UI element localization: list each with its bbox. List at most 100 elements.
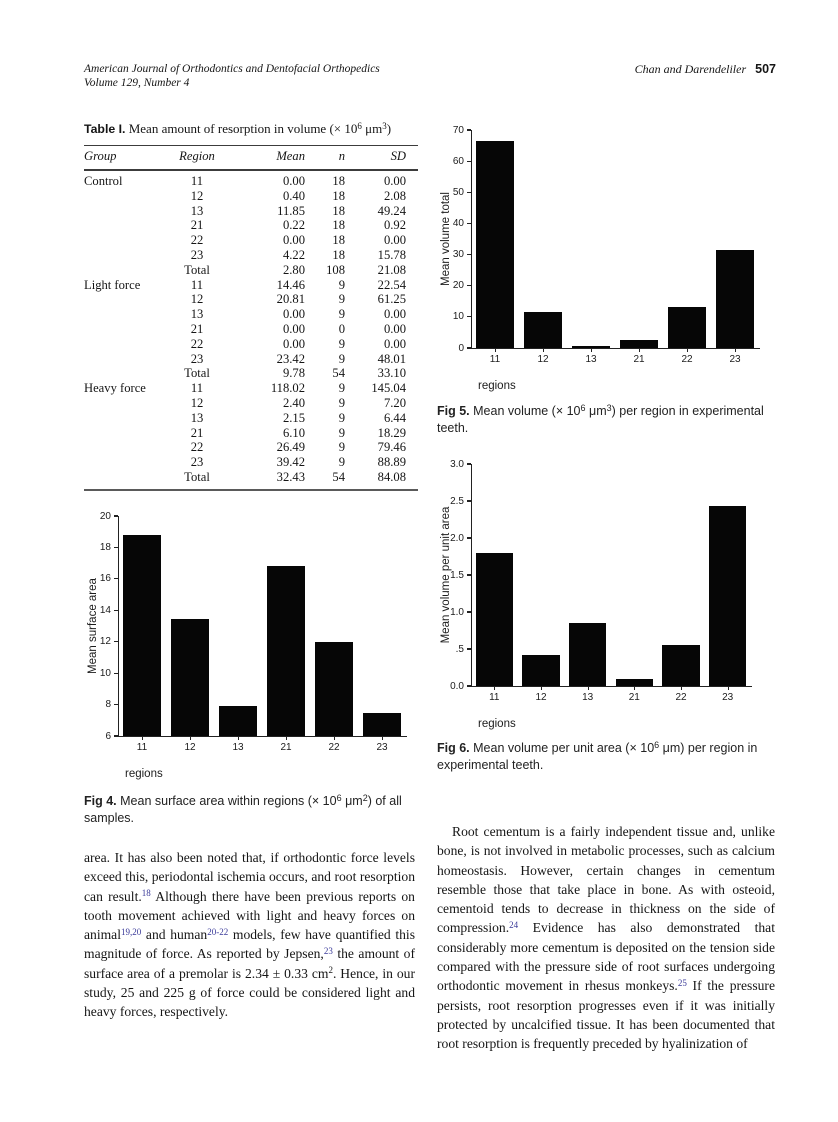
table-row: 12 2.40 9 7.20	[84, 396, 418, 411]
fig6-caption-label: Fig 6.	[437, 741, 470, 755]
page-number: 507	[755, 62, 776, 76]
plot-area	[471, 464, 752, 687]
y-tick-mark	[467, 537, 471, 539]
x-tick-label: 13	[585, 354, 597, 365]
group-cell	[84, 470, 154, 490]
bar	[523, 312, 563, 348]
data-cell: Total	[184, 469, 210, 484]
data-cell: 84.08	[377, 469, 406, 484]
fig6-caption: Fig 6. Mean volume per unit area (× 106 …	[437, 740, 769, 774]
table-row: 13 0.00 9 0.00	[84, 307, 418, 322]
y-tick-mark	[467, 685, 471, 687]
y-tick-mark	[114, 609, 118, 611]
citation-superscript[interactable]: 25	[677, 977, 687, 988]
data-cell: 9	[338, 440, 345, 455]
data-cell: 6.44	[383, 410, 406, 425]
data-cell: Total	[184, 262, 210, 277]
running-head: American Journal of Orthodontics and Den…	[84, 62, 776, 90]
data-cell: 9	[338, 351, 345, 366]
x-tick-mark	[727, 686, 729, 690]
x-tick-mark	[687, 348, 689, 352]
bar	[170, 618, 210, 736]
group-cell	[84, 396, 154, 411]
group-cell: Heavy force	[84, 381, 146, 396]
table-row: 12 20.81 9 61.25	[84, 292, 418, 307]
data-cell: 18	[332, 218, 345, 233]
col-group: Group	[84, 145, 154, 171]
group-cell	[84, 322, 154, 337]
authors: Chan and Darendeliler	[634, 62, 747, 76]
x-tick-mark	[238, 736, 240, 740]
table-row: 21 0.00 0 0.00	[84, 322, 418, 337]
x-tick-mark	[286, 736, 288, 740]
group-cell	[84, 411, 154, 426]
y-tick-label: 50	[452, 186, 464, 198]
superscript: 2	[328, 965, 333, 976]
y-tick-mark	[467, 611, 471, 613]
x-tick-label: 23	[729, 354, 741, 365]
group-cell	[84, 426, 154, 441]
group-cell	[84, 233, 154, 248]
data-cell: 0.92	[383, 218, 406, 233]
y-tick-label: 18	[99, 541, 111, 553]
data-cell: Total	[184, 366, 210, 381]
y-tick-mark	[114, 515, 118, 517]
x-tick-label: 22	[681, 354, 693, 365]
y-tick-label: 30	[452, 249, 464, 261]
data-cell: 22	[190, 233, 204, 248]
citation-superscript[interactable]: 23	[323, 945, 333, 956]
data-cell: 0.00	[383, 233, 406, 248]
x-tick-label: 11	[489, 354, 501, 365]
citation-superscript[interactable]: 18	[141, 888, 151, 899]
y-tick-label: 20	[99, 510, 111, 522]
data-cell: 18	[332, 174, 345, 188]
citation-superscript[interactable]: 24	[509, 919, 519, 930]
group-cell: Control	[84, 174, 123, 188]
y-tick-mark	[467, 316, 471, 318]
data-cell: 9	[338, 455, 345, 470]
x-tick-label: 23	[376, 742, 388, 753]
bar	[619, 340, 659, 348]
table-title-text: Mean amount of resorption in volume (× 1…	[128, 120, 392, 136]
data-cell: 0.22	[282, 218, 305, 233]
data-cell: 0.00	[383, 174, 406, 188]
group-cell	[84, 189, 154, 204]
group-cell	[84, 248, 154, 263]
running-head-left: American Journal of Orthodontics and Den…	[84, 62, 380, 90]
figure-4: 6 8 10 12 14 16 18 20 11 12 13 21 22 23 Mean surface a…	[84, 506, 416, 827]
y-tick-mark	[467, 222, 471, 225]
data-cell: 0.40	[282, 188, 305, 203]
x-tick-label: 12	[184, 742, 196, 753]
y-tick-mark	[467, 500, 471, 502]
y-axis-label: Mean volume total	[440, 192, 452, 286]
y-tick-label: 10	[99, 667, 111, 679]
y-axis-label: Mean volume per unit area	[440, 506, 452, 644]
data-cell: 2.80	[282, 262, 305, 277]
x-tick-mark	[334, 736, 336, 740]
citation-superscript[interactable]: 19,20	[121, 926, 142, 937]
data-cell: 79.46	[377, 440, 406, 455]
data-cell: 9	[338, 395, 345, 410]
data-cell: 13	[190, 410, 204, 425]
data-cell: 6.10	[282, 425, 305, 440]
data-cell: 0.00	[282, 233, 305, 248]
plot-area	[471, 130, 760, 349]
data-cell: 18	[332, 233, 345, 248]
data-cell: 9	[338, 336, 345, 351]
data-cell: 61.25	[377, 292, 406, 307]
y-tick-label: .5	[455, 643, 464, 655]
citation-superscript[interactable]: 20-22	[207, 926, 229, 937]
data-cell: 39.42	[276, 455, 305, 470]
data-cell: 23.42	[276, 351, 305, 366]
y-tick-mark	[114, 703, 118, 706]
resorption-table: Group Region Mean n SD Control 11 0.00 18 0.…	[84, 145, 418, 491]
col-sd: SD	[345, 145, 418, 171]
y-tick-label: 0.0	[450, 680, 464, 692]
table-row: Heavy force 11 118.02 9 145.04	[84, 381, 418, 396]
data-cell: 11	[190, 277, 204, 292]
superscript: 6	[357, 120, 362, 131]
data-cell: 11	[190, 381, 204, 396]
x-tick-label: 21	[280, 742, 292, 753]
x-tick-mark	[735, 348, 737, 352]
x-tick-mark	[495, 348, 497, 352]
